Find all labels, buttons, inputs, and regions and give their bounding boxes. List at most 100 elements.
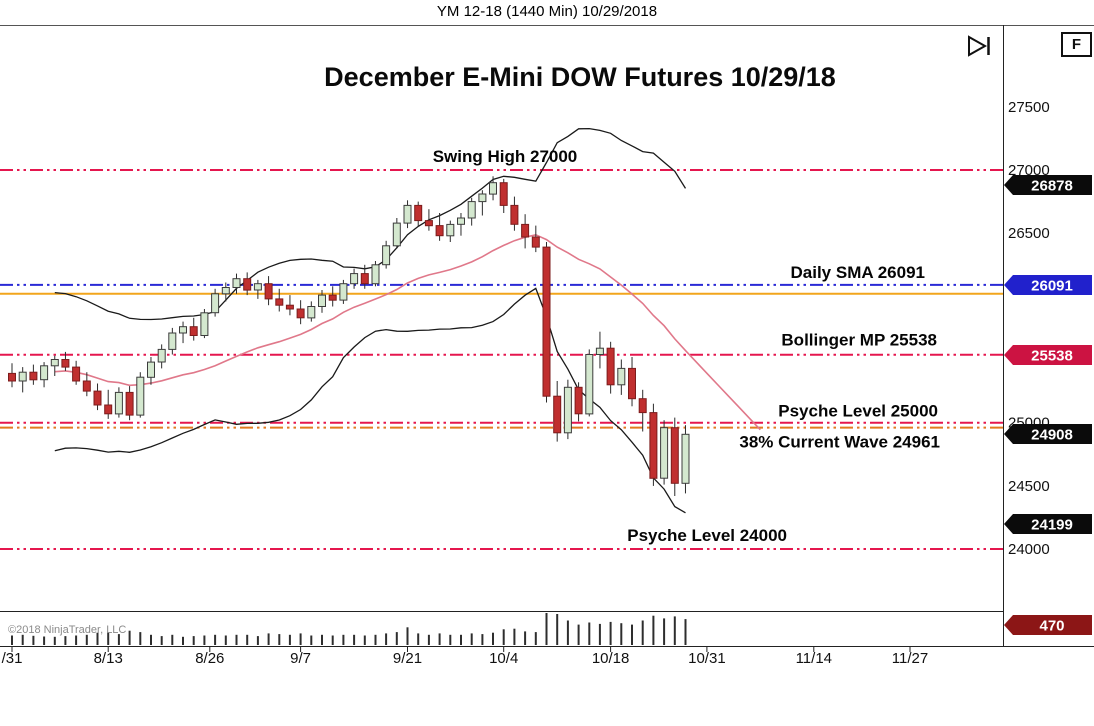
candle-body (189, 326, 198, 337)
candle-body (414, 204, 423, 222)
candle-body (114, 391, 123, 415)
y-axis-label: 27000 (1008, 162, 1050, 179)
volume-bar (139, 632, 142, 645)
y-axis-label: 24000 (1008, 541, 1050, 558)
volume-bar (684, 619, 687, 645)
volume-bar (128, 630, 131, 645)
candle-body (61, 359, 70, 368)
volume-bar (299, 633, 302, 645)
bollinger-middle-band (54, 233, 761, 431)
price-badge-label: 24199 (1031, 517, 1073, 534)
volume-bar (53, 636, 56, 645)
volume-bar (107, 632, 110, 645)
volume-bar (492, 632, 494, 645)
x-axis-label: 9/7 (290, 650, 311, 667)
volume-bar (310, 635, 313, 645)
candle-body (392, 222, 401, 247)
volume-bar (160, 636, 163, 645)
candle-body (435, 225, 444, 237)
annotation-text: 38% Current Wave 24961 (739, 433, 940, 452)
candle-body (457, 217, 465, 225)
candle-body (531, 236, 540, 248)
candle-body (104, 404, 113, 415)
candle-body (200, 312, 209, 336)
candle-body (478, 193, 487, 203)
candle-body (617, 367, 626, 386)
candle-body (147, 361, 155, 378)
volume-bar (395, 632, 398, 645)
candle-body (339, 283, 348, 301)
volume-bar (663, 618, 666, 645)
volume-bar (673, 616, 676, 645)
candle-body (8, 372, 16, 382)
volume-bar (577, 624, 580, 645)
volume-bar (406, 627, 409, 645)
volume-bar (321, 634, 323, 645)
play-triangle (968, 35, 988, 57)
candle-body (285, 304, 294, 310)
volume-bar (288, 634, 291, 645)
candle-body (264, 283, 273, 300)
volume-bar (342, 634, 345, 645)
volume-bar (438, 633, 441, 645)
candle-body (50, 359, 59, 367)
y-axis-label: 24500 (1008, 478, 1050, 495)
x-axis-label: 8/26 (195, 650, 224, 667)
chart-heading: December E-Mini DOW Futures 10/29/18 (324, 62, 836, 92)
volume-bar (246, 634, 249, 645)
price-badge-26091 (1004, 275, 1092, 295)
candle-body (211, 293, 220, 314)
candle-body (681, 433, 690, 484)
x-axis-label: 10/18 (592, 650, 630, 667)
candle-body (328, 294, 337, 301)
volume-bar (502, 629, 505, 645)
volume-bar (64, 636, 67, 645)
window-titlebar: YM 12-18 (1440 Min) 10/29/2018 (0, 0, 1094, 25)
candle-body (628, 367, 636, 400)
volume-bar (641, 620, 644, 645)
candle-body (424, 220, 433, 227)
candle-body (350, 273, 359, 285)
candle-layer (8, 176, 690, 496)
annotation-text: Daily SMA 26091 (791, 263, 926, 282)
volume-bar (481, 634, 484, 645)
x-axis-label: 10/31 (688, 650, 726, 667)
candle-body (499, 182, 508, 206)
candle-body (574, 386, 583, 415)
candle-body (638, 398, 647, 414)
price-badge-label: 470 (1039, 618, 1064, 635)
volume-bar (374, 634, 377, 645)
volume-bar (96, 632, 99, 645)
x-axis-label: 9/21 (393, 650, 422, 667)
candle-body (275, 298, 284, 306)
x-axis-label: 10/4 (489, 650, 518, 667)
candle-body (360, 273, 369, 285)
focus-button[interactable]: F (1061, 32, 1092, 57)
volume-bar (545, 613, 548, 645)
candle-body (595, 347, 604, 356)
x-axis-label: 8/13 (94, 650, 123, 667)
candle-body (585, 354, 594, 415)
annotation-text: Bollinger MP 25538 (781, 331, 937, 350)
annotation-text: Swing High 27000 (433, 147, 578, 166)
volume-bar (598, 623, 601, 645)
price-badge-label: 24908 (1031, 427, 1073, 444)
window-title: YM 12-18 (1440 Min) 10/29/2018 (436, 3, 658, 20)
volume-bar (460, 634, 462, 645)
volume-bar (278, 634, 281, 645)
price-badge-label: 26878 (1031, 178, 1073, 195)
candle-body (542, 246, 551, 397)
candle-body (29, 371, 38, 381)
candle-body (307, 306, 316, 319)
candle-body (18, 371, 27, 382)
annotation-layer: Swing High 27000 Daily SMA 26091 Bollinger… (433, 147, 940, 545)
candle-body (40, 365, 49, 381)
volume-bar (11, 635, 13, 645)
x-axis-label: /31 (2, 650, 23, 667)
copyright-label: ©2018 NinjaTrader, LLC (8, 624, 127, 636)
skip-to-end-icon[interactable] (967, 35, 995, 59)
y-axis-label: 27500 (1008, 99, 1050, 116)
volume-bar (353, 634, 356, 645)
